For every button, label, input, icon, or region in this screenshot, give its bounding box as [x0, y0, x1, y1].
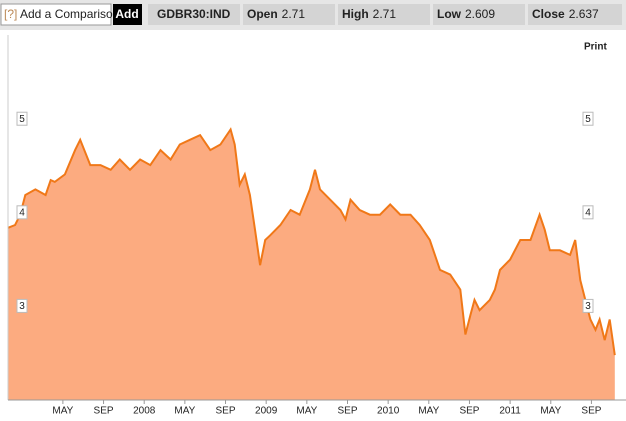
y-tick-label: 4 [19, 207, 25, 218]
x-tick-label: MAY [174, 406, 195, 417]
quote-value: 2.609 [465, 7, 495, 21]
quote-value: 2.637 [569, 7, 599, 21]
line [7, 127, 616, 356]
quote-label: High [342, 7, 369, 21]
quote-label: Open [247, 7, 278, 21]
x-tick-label: 2011 [499, 406, 521, 417]
y-tick-label: 4 [585, 207, 591, 218]
x-tick-label: 2008 [133, 406, 156, 417]
x-tick-label: 2009 [255, 406, 278, 417]
quote-value: 2.71 [282, 7, 306, 21]
y-tick-label: 5 [585, 114, 591, 125]
quote-box [528, 4, 622, 25]
x-tick-label: MAY [418, 406, 439, 417]
x-tick-label: SEP [94, 406, 114, 417]
y-tick-box [582, 111, 594, 126]
x-tick-label: 2010 [377, 406, 400, 417]
quote-box [338, 4, 430, 25]
comparison-placeholder: Add a Comparison [20, 7, 119, 21]
y-tick-box [16, 205, 28, 220]
y-tick-box [16, 111, 28, 126]
x-tick-label: SEP [459, 406, 479, 417]
x-tick-label: MAY [52, 406, 73, 417]
help[interactable]: [?] [4, 7, 17, 21]
area [8, 129, 615, 400]
y-tick-box [16, 298, 28, 313]
quote-box [243, 4, 335, 25]
y-tick-label: 5 [19, 114, 25, 125]
y-tick-label: 3 [585, 301, 591, 312]
quote-box [433, 4, 525, 25]
x-tick-label: SEP [216, 406, 236, 417]
print[interactable]: Print [584, 42, 607, 53]
y-tick-label: 3 [19, 301, 25, 312]
ticker-box [148, 4, 240, 25]
y-tick-box [582, 298, 594, 313]
quote-label: Close [532, 7, 565, 21]
x-tick-label: SEP [337, 406, 357, 417]
x-tick-label: SEP [581, 406, 601, 417]
quote-label: Low [437, 7, 462, 21]
quote-value: 2.71 [373, 7, 397, 21]
ticker: GDBR30:IND [157, 7, 231, 21]
add-label: Add [115, 7, 138, 21]
comparison-input[interactable] [0, 3, 112, 26]
x-tick-label: MAY [540, 406, 561, 417]
add-button[interactable] [113, 4, 142, 25]
y-tick-box [582, 205, 594, 220]
x-tick-label: MAY [296, 406, 317, 417]
